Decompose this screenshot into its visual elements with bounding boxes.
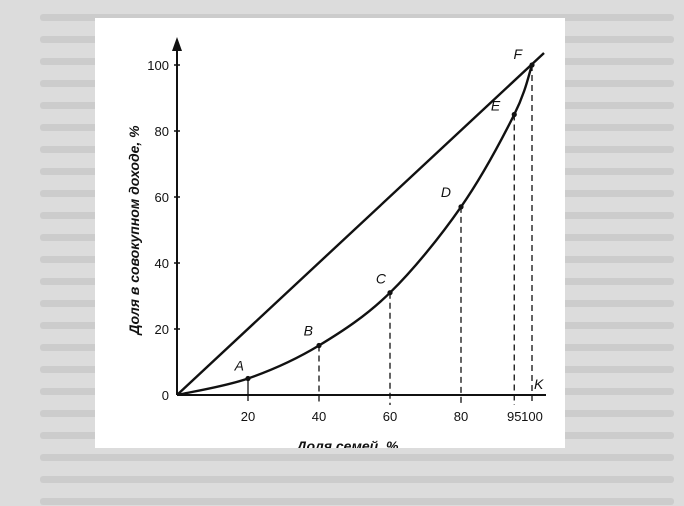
background-text-line [40,476,674,483]
y-tick-label: 80 [155,124,169,139]
point-label-f: F [513,46,523,62]
axes [172,37,546,396]
point-label-a: A [234,358,244,374]
point-marker [458,204,464,210]
projection-lines [247,65,533,405]
point-marker [529,62,535,68]
origin-label: 0 [162,388,169,403]
y-tick-label: 60 [155,190,169,205]
point-marker [245,375,251,382]
x-tick-label: 20 [241,409,255,424]
point-label-d: D [441,184,451,200]
x-axis-title: Доля семей, % [295,438,399,448]
series-group [176,52,545,397]
point-marker [387,290,393,296]
point-label-k: K [534,376,544,392]
x-tick-label: 40 [312,409,326,424]
point-labels: A B C D E F K [234,46,544,392]
point-marker [511,111,517,118]
y-tick-label: 40 [155,256,169,271]
y-tick-label: 20 [155,322,169,337]
point-label-c: C [376,271,387,287]
background-text-line [40,454,674,461]
y-axis-title: Доля в совокупном доходе, % [126,125,142,336]
point-marker [316,342,322,349]
x-tick-label: 100 [521,409,543,424]
x-tick-label: 95 [507,409,521,424]
y-axis-arrow [172,37,182,51]
background-text-line [40,14,674,21]
equality-line [176,52,545,396]
point-label-e: E [491,98,501,114]
x-tick-label: 60 [383,409,397,424]
point-markers [245,62,535,382]
x-tick-label: 80 [454,409,468,424]
background-text-line [40,498,674,505]
point-label-b: B [304,323,313,339]
y-tick-label: 100 [147,58,169,73]
